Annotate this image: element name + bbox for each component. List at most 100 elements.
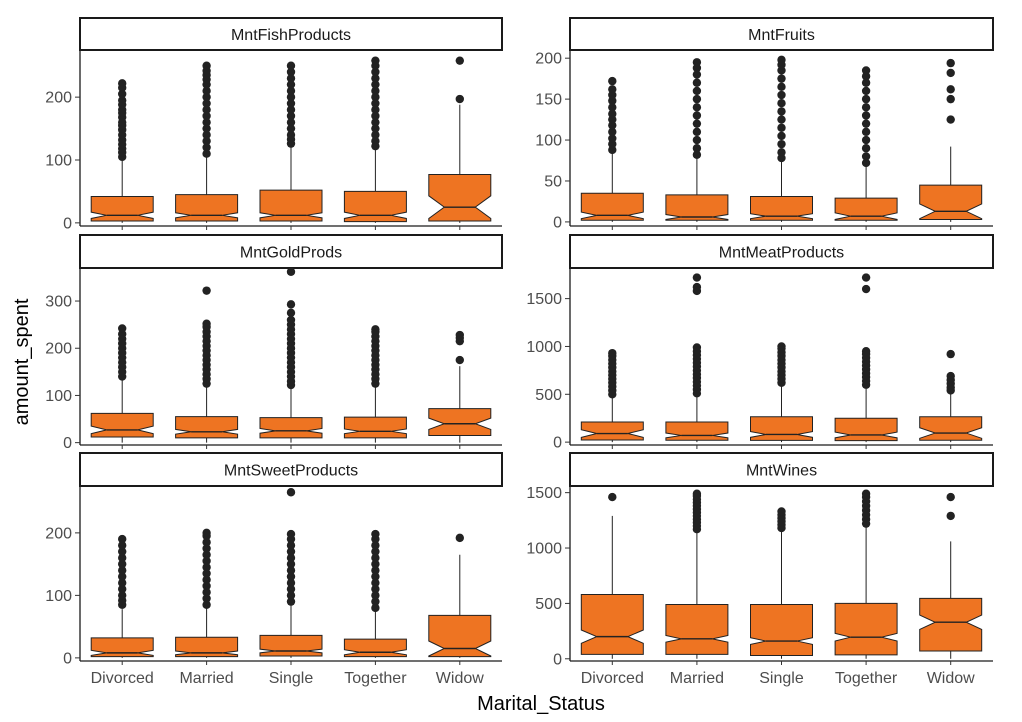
box-body [665, 421, 729, 441]
outlier-point [286, 591, 296, 600]
facet-panel: MntWines 0 500 1000 1500 Divorced Married Singl… [526, 452, 994, 687]
facet-title: MntWines [746, 463, 817, 480]
outlier-point [455, 355, 464, 365]
outlier-point [202, 92, 211, 102]
outlier-point [946, 511, 955, 521]
outlier-point [286, 300, 296, 309]
outlier-point [371, 591, 380, 600]
facet-panel: MntSweetProducts 0 100 200 Divorced Married Si… [45, 452, 503, 687]
outlier-point [286, 559, 296, 569]
facet-title: MntSweetProducts [224, 463, 358, 480]
facet-title: MntGoldProds [240, 245, 342, 262]
outlier-point [286, 124, 296, 133]
box-body [750, 416, 813, 441]
outlier-point [608, 348, 617, 358]
box-single [259, 61, 323, 223]
box-body [175, 194, 239, 222]
outlier-point [608, 127, 617, 137]
facet-strip [569, 234, 994, 269]
outlier-point [286, 105, 296, 114]
y-tick-label: 0 [553, 651, 562, 668]
box-body [580, 594, 644, 655]
outlier-point [286, 541, 296, 550]
outlier-point [118, 541, 127, 550]
outlier-point [371, 541, 380, 550]
outlier-point [371, 86, 380, 96]
facet-strip [79, 452, 503, 487]
outlier-point [692, 144, 702, 153]
box-body [750, 604, 813, 656]
x-tick-label: Married [179, 670, 233, 687]
outlier-point [861, 135, 871, 145]
box-widow [919, 492, 983, 659]
box-together [343, 529, 407, 658]
outlier-point [371, 325, 380, 334]
outlier-point [286, 86, 296, 96]
outlier-point [861, 347, 871, 356]
outlier-point [692, 282, 702, 292]
outlier-point [371, 603, 380, 613]
box-body [428, 408, 492, 437]
outlier-point [455, 330, 464, 340]
outlier-point [286, 267, 296, 276]
box-divorced [580, 76, 644, 222]
box-body [580, 192, 644, 221]
outlier-point [861, 94, 871, 104]
outlier-point [202, 86, 211, 96]
box-single [259, 488, 323, 658]
box-married [665, 58, 729, 222]
box-together [343, 325, 407, 443]
box-widow [919, 58, 983, 222]
outlier-point [692, 273, 702, 282]
outlier-point [202, 588, 211, 597]
outlier-point [692, 119, 702, 128]
box-body [665, 194, 729, 221]
facet-panels: MntFishProducts 0 100 200 MntFruits 0 50 100 150… [45, 17, 994, 687]
outlier-point [202, 569, 211, 578]
outlier-point [371, 99, 380, 108]
box-body [580, 421, 644, 441]
outlier-point [371, 578, 380, 588]
facet-title: MntFishProducts [231, 27, 351, 44]
y-tick-label: 500 [535, 596, 562, 613]
outlier-point [692, 94, 702, 104]
x-tick-label: Divorced [91, 670, 154, 687]
outlier-point [861, 119, 871, 128]
outlier-point [861, 489, 871, 498]
x-tick-label: Together [344, 670, 407, 687]
outlier-point [777, 507, 786, 516]
outlier-point [861, 158, 871, 168]
box-body [919, 597, 983, 652]
outlier-point [202, 581, 211, 591]
outlier-point [202, 118, 211, 127]
outlier-point [371, 56, 380, 65]
outlier-point [202, 556, 211, 566]
box-single [750, 342, 813, 443]
outlier-point [202, 563, 211, 572]
box-married [665, 273, 729, 443]
outlier-point [946, 115, 955, 124]
y-tick-label: 100 [535, 133, 562, 150]
outlier-point [286, 67, 296, 77]
outlier-point [371, 124, 380, 133]
outlier-point [777, 115, 786, 124]
box-body [834, 197, 898, 221]
outlier-point [118, 89, 127, 99]
box-body [665, 604, 729, 655]
outlier-point [286, 118, 296, 127]
outlier-point [777, 82, 786, 92]
box-body [175, 636, 239, 658]
outlier-point [118, 534, 127, 544]
y-tick-label: 0 [553, 435, 562, 452]
outlier-point [202, 286, 211, 295]
outlier-point [118, 553, 127, 563]
outlier-point [608, 134, 617, 143]
y-tick-label: 200 [45, 90, 72, 107]
y-tick-label: 0 [553, 214, 562, 231]
box-body [259, 189, 323, 222]
outlier-point [692, 70, 702, 79]
outlier-point [692, 103, 702, 112]
facet-panel: MntFruits 0 50 100 150 200 [535, 17, 994, 231]
outlier-point [286, 597, 296, 606]
outlier-point [286, 553, 296, 563]
